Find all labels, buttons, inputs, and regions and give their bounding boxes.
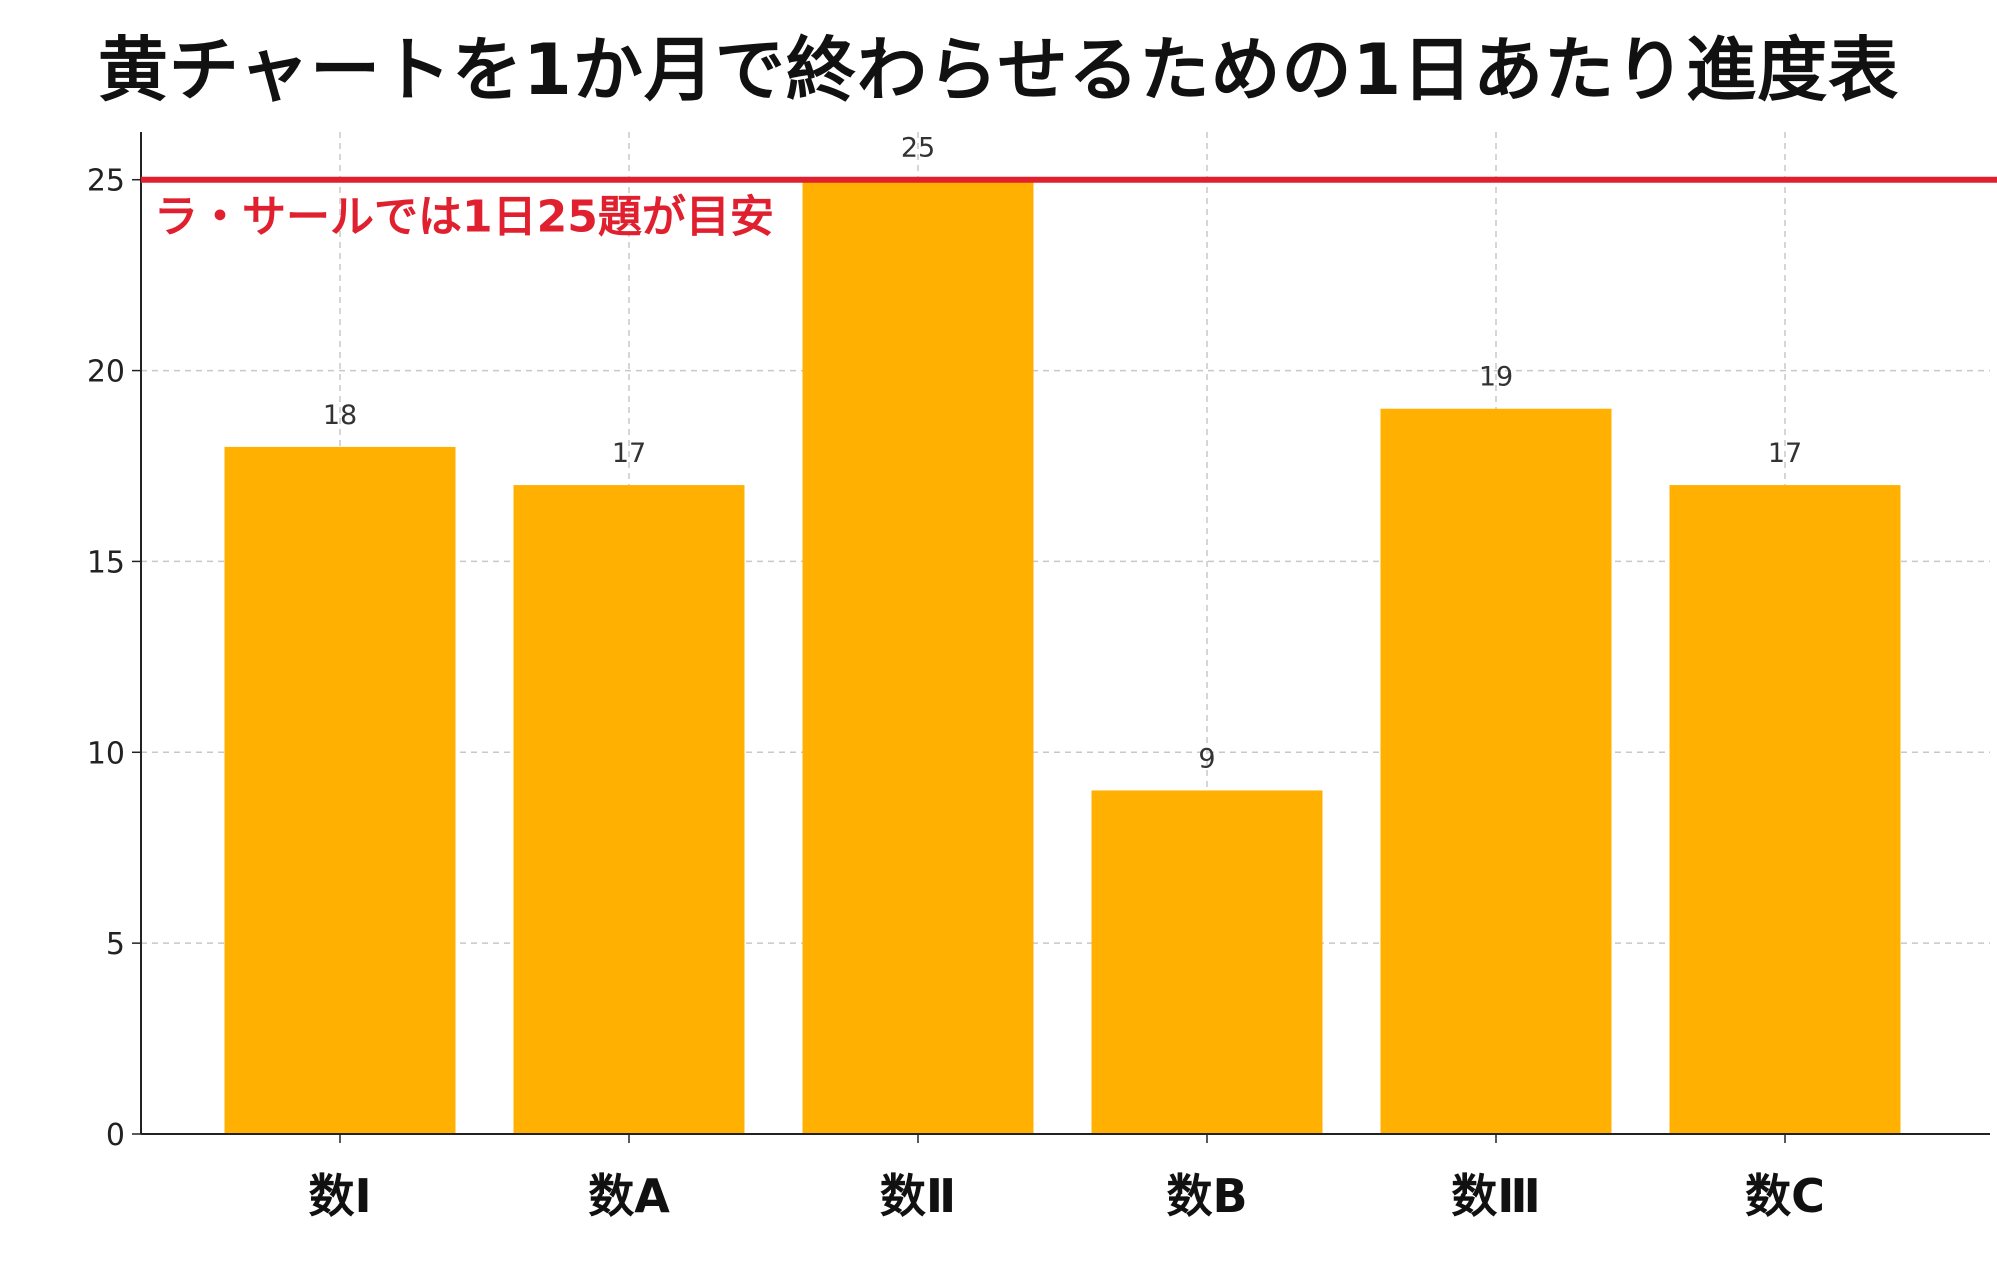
bar-value-label: 9: [1198, 743, 1215, 774]
category-label: 数Ⅰ: [308, 1169, 371, 1223]
bar-1: [224, 446, 456, 1134]
category-label: 数Ⅲ: [1451, 1169, 1540, 1223]
reference-line-label: ラ・サールでは1日25題が目安: [154, 192, 774, 243]
y-tick-label: 5: [106, 927, 125, 962]
bar-value-label: 18: [323, 400, 357, 431]
category-label: 数C: [1745, 1169, 1825, 1223]
bar-5: [1380, 408, 1612, 1134]
bar-6: [1669, 485, 1901, 1135]
category-label: 数Ⅱ: [880, 1169, 956, 1223]
axes: [132, 132, 1990, 1143]
y-tick-label: 20: [87, 355, 125, 390]
bar-2: [513, 485, 745, 1135]
bars: [224, 179, 1901, 1135]
reference-line-group: ラ・サールでは1日25題が目安: [141, 176, 1997, 243]
y-tick-label: 0: [106, 1118, 125, 1153]
y-tick-label: 10: [87, 736, 125, 771]
bar-4: [1091, 790, 1323, 1134]
bar-3: [802, 179, 1034, 1134]
chart-title: 黄チャートを1か月で終わらせるための1日あたり進度表: [97, 29, 1900, 111]
bar-value-label: 17: [1768, 438, 1802, 469]
bar-value-label: 17: [612, 438, 646, 469]
y-tick-label: 15: [87, 545, 125, 580]
labels: 0 5 10 15 20 25 18 17 25 9 19 17 数Ⅰ 数A 数Ⅱ 数B 数Ⅲ 数C: [87, 133, 1825, 1223]
bar-value-label: 19: [1479, 362, 1513, 393]
category-label: 数B: [1166, 1169, 1247, 1223]
bar-value-label: 25: [901, 133, 935, 164]
y-tick-label: 25: [87, 164, 125, 199]
category-label: 数A: [588, 1169, 670, 1223]
